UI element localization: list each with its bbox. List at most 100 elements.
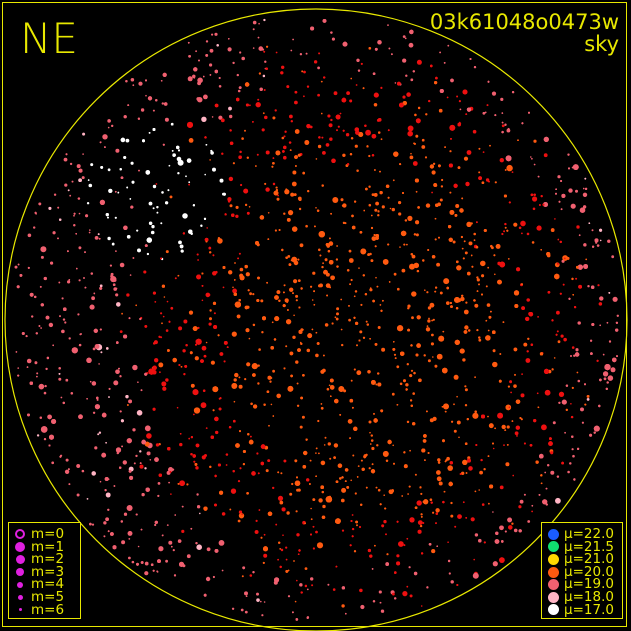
star-point [78, 212, 81, 215]
star-point [144, 561, 149, 566]
star-point [447, 465, 454, 471]
star-point [325, 243, 329, 247]
star-point [296, 382, 299, 385]
star-point [242, 463, 245, 466]
star-point [238, 252, 241, 255]
star-point [180, 366, 183, 368]
star-point [192, 454, 196, 458]
star-point [487, 329, 490, 332]
star-point [359, 231, 363, 234]
star-point [501, 232, 504, 236]
star-point [431, 319, 433, 322]
star-point [527, 520, 531, 523]
star-point [192, 326, 198, 331]
star-point [492, 511, 494, 513]
star-point [168, 481, 171, 484]
star-point [346, 91, 350, 95]
star-point [437, 461, 441, 464]
star-point [140, 561, 144, 564]
star-point [317, 66, 320, 70]
star-point [231, 331, 237, 337]
star-point [387, 24, 389, 26]
star-point [377, 372, 380, 375]
star-point [320, 403, 323, 405]
star-point [323, 354, 325, 357]
star-point [388, 47, 391, 50]
star-point [131, 180, 135, 184]
star-point [211, 33, 214, 36]
star-point [251, 471, 256, 476]
star-point [107, 168, 111, 172]
star-point [348, 318, 351, 322]
star-point [89, 522, 92, 526]
star-point [318, 52, 321, 55]
star-point [238, 155, 242, 159]
star-point [411, 254, 416, 259]
star-point [99, 328, 102, 331]
star-point [212, 254, 215, 257]
star-point [309, 459, 312, 462]
star-point [495, 244, 501, 249]
star-point [470, 254, 473, 257]
star-point [221, 512, 226, 516]
star-point [176, 156, 182, 162]
star-point [217, 238, 223, 244]
star-point [590, 352, 593, 355]
star-point [584, 177, 587, 180]
star-point [125, 138, 130, 143]
star-point [38, 383, 45, 390]
star-point [188, 181, 191, 184]
star-point [473, 299, 476, 302]
star-point [321, 515, 326, 519]
star-point [488, 423, 494, 429]
star-point [258, 509, 261, 511]
star-point [586, 398, 590, 401]
star-point [107, 216, 109, 219]
star-point [449, 210, 455, 215]
star-point [92, 411, 96, 414]
star-point [387, 196, 390, 199]
star-point [158, 335, 161, 338]
star-point [407, 215, 413, 221]
star-point [198, 59, 200, 62]
star-point [473, 239, 476, 242]
star-point [520, 418, 523, 421]
star-point [130, 161, 134, 165]
star-point [120, 137, 126, 143]
star-point [108, 396, 110, 398]
star-point [299, 243, 304, 248]
star-point [78, 246, 82, 250]
star-point [212, 271, 217, 276]
star-point [324, 436, 327, 439]
star-point [394, 597, 397, 600]
star-point [304, 522, 306, 525]
star-point [44, 384, 47, 388]
star-point [39, 285, 42, 288]
star-point [389, 207, 392, 210]
star-point [329, 457, 332, 460]
magnitude-label: m=5 [31, 588, 65, 605]
star-point [160, 80, 163, 82]
star-point [381, 524, 385, 528]
star-point [192, 389, 199, 396]
star-point [302, 171, 306, 175]
star-point [468, 329, 471, 332]
star-point [427, 359, 431, 363]
star-point [294, 459, 298, 463]
star-point [79, 333, 82, 336]
star-point [40, 246, 47, 253]
star-point [301, 415, 305, 419]
star-point [239, 467, 242, 470]
star-point [46, 356, 50, 360]
star-point [561, 399, 567, 405]
star-point [299, 53, 303, 56]
star-point [547, 291, 551, 294]
star-point [242, 566, 246, 570]
star-point [212, 301, 217, 305]
star-point [64, 469, 70, 474]
star-point [369, 554, 373, 558]
star-point [553, 357, 556, 359]
star-point [324, 258, 328, 262]
star-point [545, 503, 548, 506]
star-point [492, 561, 498, 567]
